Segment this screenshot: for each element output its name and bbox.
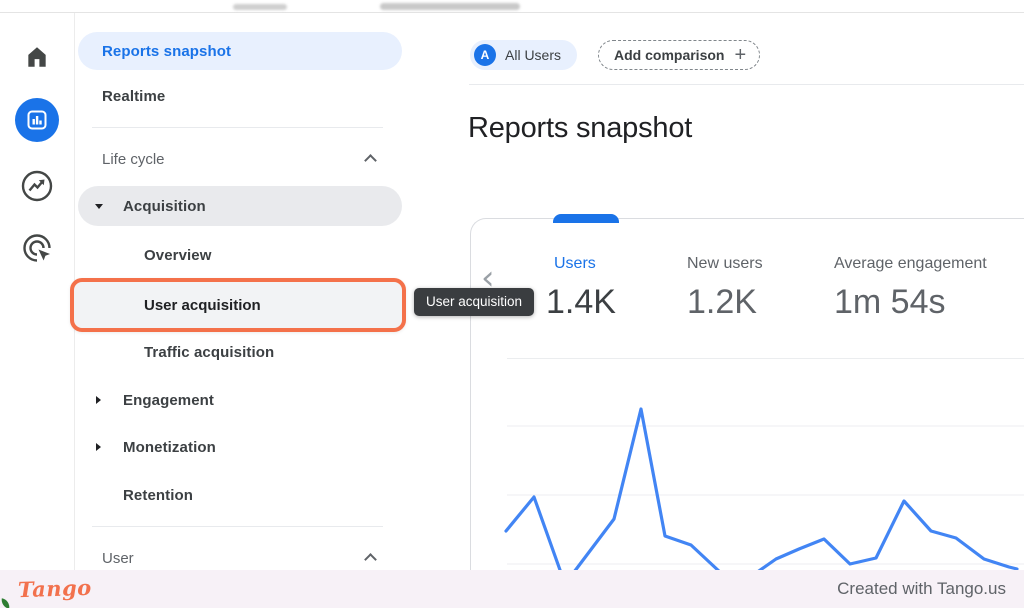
add-comparison-label: Add comparison: [614, 47, 725, 63]
triangle-right-icon: [96, 396, 101, 404]
report-nav: Reports snapshot Realtime Life cycle Acq…: [70, 0, 420, 570]
chevron-up-icon: [364, 553, 377, 566]
chevron-up-icon: [364, 154, 377, 167]
top-bar-blurred-element: [233, 4, 287, 10]
metric-value: 1m 54s: [834, 283, 946, 321]
summary-card: ‹ Users 1.4K New users 1.2K Average enga…: [470, 214, 1024, 608]
top-bar: [0, 0, 1024, 13]
nav-item-label: Engagement: [123, 391, 215, 409]
bar-chart-icon: [27, 110, 47, 130]
nav-item-traffic-acquisition[interactable]: Traffic acquisition: [78, 333, 402, 371]
explore-button[interactable]: [15, 164, 59, 208]
plus-icon: +: [734, 44, 747, 66]
users-trend-chart: [504, 407, 1024, 589]
chart-line: [504, 407, 1019, 589]
metric-tab-new-users[interactable]: New users 1.2K: [687, 255, 763, 321]
nav-item-retention[interactable]: Retention: [78, 476, 402, 514]
nav-item-engagement[interactable]: Engagement: [78, 381, 402, 419]
nav-item-user-acquisition[interactable]: User acquisition: [70, 278, 406, 332]
nav-item-overview[interactable]: Overview: [78, 236, 402, 274]
advertising-button[interactable]: [15, 226, 59, 270]
annotation-tooltip: User acquisition: [414, 288, 535, 316]
add-comparison-button[interactable]: Add comparison +: [598, 40, 761, 70]
home-button[interactable]: [15, 35, 59, 79]
nav-item-monetization[interactable]: Monetization: [78, 428, 402, 466]
selected-metric-tab-indicator: [553, 214, 619, 223]
nav-item-label: Reports snapshot: [102, 42, 232, 60]
audience-chip-all-users[interactable]: A All Users: [470, 40, 578, 70]
metric-tab-users[interactable]: Users 1.4K: [546, 255, 616, 321]
reports-button[interactable]: [15, 98, 59, 142]
nav-section-label: User: [102, 549, 134, 567]
audience-chip-label: All Users: [505, 47, 562, 63]
metric-label: Users: [554, 255, 596, 272]
audience-avatar: A: [474, 44, 496, 66]
metric-label: New users: [687, 255, 763, 272]
nav-item-label: User acquisition: [144, 296, 261, 314]
nav-item-label: Retention: [123, 486, 194, 504]
nav-item-label: Acquisition: [123, 197, 206, 215]
nav-section-label: Life cycle: [102, 150, 165, 168]
nav-item-label: Traffic acquisition: [144, 343, 275, 361]
footer-credit: Created with Tango.us: [837, 579, 1006, 598]
metric-value: 1.2K: [687, 283, 757, 321]
card-divider: [507, 358, 1024, 359]
advertising-target-icon: [23, 234, 51, 262]
tango-footer: Tango Created with Tango.us: [0, 570, 1024, 608]
top-bar-blurred-element: [380, 3, 520, 10]
nav-item-realtime[interactable]: Realtime: [78, 77, 402, 115]
page-title: Reports snapshot: [468, 112, 693, 144]
explore-icon: [21, 170, 53, 202]
nav-divider: [92, 127, 383, 128]
home-icon: [28, 47, 46, 67]
nav-item-label: Overview: [144, 246, 212, 264]
carousel-previous-button[interactable]: ‹: [481, 258, 495, 298]
metric-value: 1.4K: [546, 283, 616, 321]
triangle-down-icon: [95, 204, 103, 209]
nav-section-user[interactable]: User: [78, 539, 402, 577]
tango-logo: Tango: [17, 574, 93, 603]
nav-item-label: Realtime: [102, 87, 166, 105]
left-icon-rail: [0, 13, 75, 570]
nav-section-life-cycle[interactable]: Life cycle: [78, 140, 402, 178]
metric-tab-average-engagement[interactable]: Average engagement 1m 54s: [834, 255, 987, 321]
metric-label: Average engagement: [834, 255, 987, 272]
nav-item-label: Monetization: [123, 438, 216, 456]
header-divider: [469, 84, 1024, 85]
leaf-icon: [0, 598, 11, 608]
triangle-right-icon: [96, 443, 101, 451]
nav-item-acquisition[interactable]: Acquisition: [78, 186, 402, 226]
nav-item-reports-snapshot[interactable]: Reports snapshot: [78, 32, 402, 70]
nav-divider: [92, 526, 383, 527]
